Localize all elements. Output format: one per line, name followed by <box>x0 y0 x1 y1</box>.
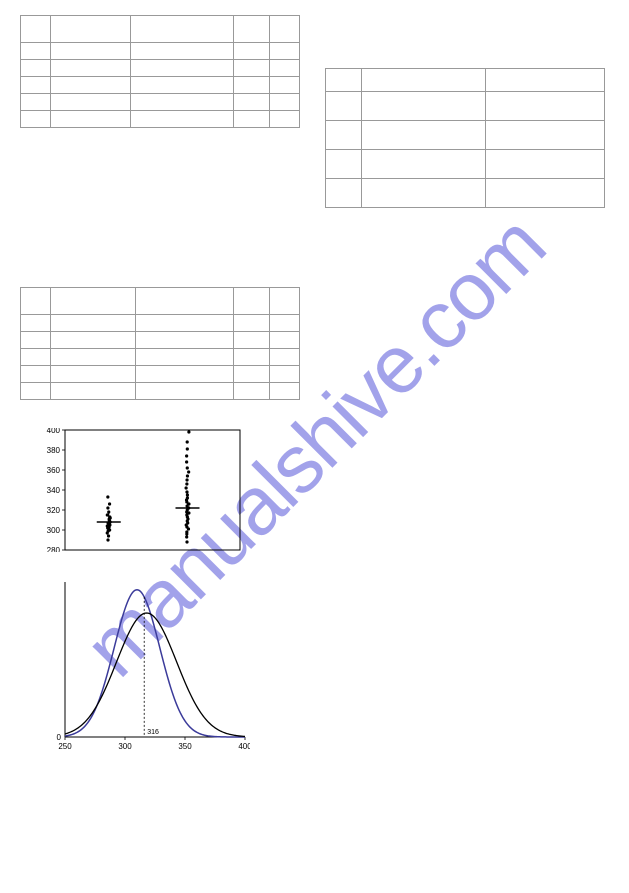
table-cell <box>234 60 269 77</box>
table-cell <box>269 349 299 366</box>
table-cell <box>130 111 234 128</box>
table-header-cell <box>21 288 51 315</box>
table-cell <box>361 92 485 121</box>
table-cell <box>21 315 51 332</box>
table-cell <box>269 77 299 94</box>
svg-text:360: 360 <box>47 466 61 475</box>
scatter-chart: 280 300 320 340 360 380 400 <box>40 428 242 552</box>
table-cell <box>326 121 362 150</box>
table-cell <box>21 332 51 349</box>
table-cell <box>326 150 362 179</box>
svg-text:316: 316 <box>147 729 159 736</box>
table-cell <box>21 77 51 94</box>
table-cell <box>51 332 135 349</box>
table-cell <box>234 315 269 332</box>
table-cell <box>269 43 299 60</box>
svg-text:400: 400 <box>47 428 61 435</box>
table-header-cell <box>269 16 299 43</box>
table-cell <box>21 43 51 60</box>
table-header-cell <box>234 16 269 43</box>
table-cell <box>234 43 269 60</box>
svg-text:380: 380 <box>47 446 61 455</box>
table-cell <box>130 43 234 60</box>
table-3 <box>20 287 300 400</box>
table-cell <box>21 60 51 77</box>
table-header-cell <box>485 69 604 92</box>
table-header-cell <box>269 288 299 315</box>
table-cell <box>234 383 269 400</box>
table-cell <box>269 383 299 400</box>
table-cell <box>21 111 51 128</box>
svg-text:0: 0 <box>57 733 62 742</box>
table-cell <box>51 77 130 94</box>
table-cell <box>234 332 269 349</box>
table-cell <box>234 111 269 128</box>
table-header-cell <box>130 16 234 43</box>
table-cell <box>361 150 485 179</box>
table-cell <box>21 366 51 383</box>
table-header-cell <box>21 16 51 43</box>
table-cell <box>21 383 51 400</box>
svg-text:300: 300 <box>118 742 132 751</box>
table-cell <box>361 121 485 150</box>
svg-text:350: 350 <box>178 742 192 751</box>
table-cell <box>269 60 299 77</box>
svg-text:280: 280 <box>47 546 61 552</box>
table-cell <box>130 94 234 111</box>
table-cell <box>135 349 234 366</box>
table-header-cell <box>326 69 362 92</box>
density-chart: 250 300 350 400 0 316 <box>53 580 250 752</box>
table-cell <box>269 94 299 111</box>
svg-text:300: 300 <box>47 526 61 535</box>
table-cell <box>51 111 130 128</box>
table-header-cell <box>361 69 485 92</box>
table-cell <box>130 77 234 94</box>
table-2 <box>325 68 605 208</box>
table-header-cell <box>135 288 234 315</box>
svg-text:320: 320 <box>47 506 61 515</box>
table-cell <box>269 111 299 128</box>
table-1 <box>20 15 300 128</box>
table-cell <box>51 366 135 383</box>
table-cell <box>51 43 130 60</box>
table-header-cell <box>234 288 269 315</box>
table-cell <box>234 94 269 111</box>
table-cell <box>135 366 234 383</box>
table-header-cell <box>51 288 135 315</box>
table-cell <box>269 332 299 349</box>
table-cell <box>135 315 234 332</box>
table-cell <box>135 383 234 400</box>
table-header-cell <box>51 16 130 43</box>
table-cell <box>234 349 269 366</box>
table-cell <box>485 92 604 121</box>
table-cell <box>326 92 362 121</box>
table-cell <box>130 60 234 77</box>
table-cell <box>51 315 135 332</box>
svg-text:250: 250 <box>58 742 72 751</box>
table-cell <box>485 121 604 150</box>
table-cell <box>269 366 299 383</box>
table-cell <box>21 349 51 366</box>
table-cell <box>361 179 485 208</box>
svg-text:400: 400 <box>238 742 250 751</box>
table-cell <box>135 332 234 349</box>
table-cell <box>234 77 269 94</box>
table-cell <box>21 94 51 111</box>
table-cell <box>51 94 130 111</box>
table-cell <box>269 315 299 332</box>
table-cell <box>234 366 269 383</box>
table-cell <box>51 60 130 77</box>
table-cell <box>51 383 135 400</box>
table-cell <box>51 349 135 366</box>
table-cell <box>485 150 604 179</box>
table-cell <box>485 179 604 208</box>
svg-text:340: 340 <box>47 486 61 495</box>
table-cell <box>326 179 362 208</box>
